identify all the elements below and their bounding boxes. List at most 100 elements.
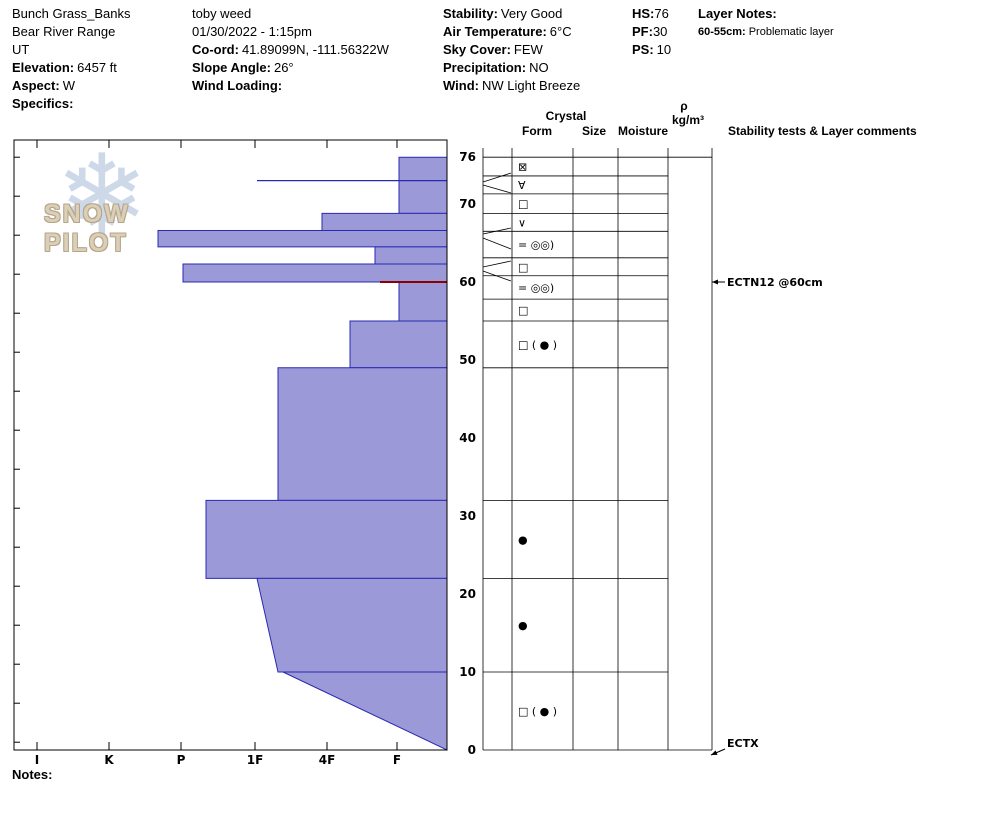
grain-form-symbol: ∨ xyxy=(518,216,526,229)
leader-line xyxy=(482,227,512,235)
snow-layer-bar xyxy=(205,499,448,579)
hardness-axis-label: 4F xyxy=(319,753,336,767)
stability-test-label: ECTX xyxy=(727,737,759,750)
depth-axis-label: 40 xyxy=(459,431,476,445)
hardness-axis-label: F xyxy=(393,753,401,767)
slope-angle-line: Slope Angle: 26° xyxy=(192,59,389,77)
density-unit-header: kg/m³ xyxy=(671,113,705,127)
mountain-range: Bear River Range xyxy=(12,24,116,39)
stability-line: Stability: Very Good xyxy=(443,5,580,23)
depth-axis-label: 60 xyxy=(459,275,476,289)
grain-form-symbol: □ xyxy=(518,198,528,211)
leader-line xyxy=(482,184,512,194)
hardness-axis-label: 1F xyxy=(247,753,264,767)
grain-form-symbol: □ xyxy=(518,261,528,274)
hs-line: HS:76 xyxy=(632,5,671,23)
snow-layer-bar xyxy=(182,263,448,283)
snow-layer-bar xyxy=(256,577,448,673)
moisture-column-header: Moisture xyxy=(617,124,669,138)
stability-label: Stability: xyxy=(443,6,498,21)
hs-label: HS: xyxy=(632,6,655,21)
grain-form-symbol: ● xyxy=(518,619,528,632)
wind-value: NW Light Breeze xyxy=(481,78,581,93)
header-observer-column: toby weed 01/30/2022 - 1:15pm Co-ord: 41.… xyxy=(192,5,389,95)
stability-value: Very Good xyxy=(500,6,563,21)
precipitation-value: NO xyxy=(529,60,549,75)
size-column-header: Size xyxy=(581,124,607,138)
header-conditions-column: Stability: Very Good Air Temperature: 6°C … xyxy=(443,5,580,95)
coordinates-line: Co-ord: 41.89099N, -111.56322W xyxy=(192,41,389,59)
grain-form-symbol: ● xyxy=(518,533,528,546)
hardness-plot-border xyxy=(13,139,448,751)
header-layer-notes-column: Layer Notes: 60-55cm: Problematic layer xyxy=(698,5,834,41)
snow-layer-bar xyxy=(398,156,448,214)
crystal-column-group-header: Crystal xyxy=(545,109,587,123)
ps-value: 10 xyxy=(656,42,672,57)
stability-test-label: ECTN12 @60cm xyxy=(727,276,823,289)
depth-axis-label: 30 xyxy=(459,509,476,523)
header-location-column: Bunch Grass_Banks Bear River Range UT El… xyxy=(12,5,131,113)
grain-form-symbol: □ ( ● ) xyxy=(518,338,557,351)
snow-layer-bar xyxy=(374,246,448,265)
air-temp-line: Air Temperature: 6°C xyxy=(443,23,580,41)
air-temp-value: 6°C xyxy=(549,24,572,39)
watermark-text: SNOW PILOT xyxy=(44,200,130,257)
test-arrow-head xyxy=(712,279,718,285)
leader-line xyxy=(482,270,512,282)
notes-label: Notes: xyxy=(12,767,53,782)
precipitation-label: Precipitation: xyxy=(443,60,527,75)
snow-layer-bar xyxy=(349,320,448,369)
hardness-axis-label: P xyxy=(177,753,186,767)
observation-datetime: 01/30/2022 - 1:15pm xyxy=(192,24,312,39)
observer-name: toby weed xyxy=(192,6,252,21)
form-column-header: Form xyxy=(522,124,552,138)
ps-line: PS: 10 xyxy=(632,41,671,59)
layer-notes-title: Layer Notes: xyxy=(698,5,834,23)
specifics-label: Specifics: xyxy=(12,96,74,111)
grain-form-symbol: = ◎◎) xyxy=(518,281,554,294)
layer-notes-label: Layer Notes: xyxy=(698,6,777,21)
elevation-label: Elevation: xyxy=(12,60,75,75)
aspect-line: Aspect: W xyxy=(12,77,131,95)
grain-form-symbol: □ xyxy=(518,304,528,317)
grain-form-symbol: = ◎◎) xyxy=(518,239,554,252)
snow-layer-bar xyxy=(157,230,448,248)
test-arrow-head xyxy=(711,750,718,755)
depth-axis-label: 10 xyxy=(459,665,476,679)
snow-layer-bar xyxy=(398,281,448,322)
grain-form-symbol: ∀ xyxy=(518,179,526,192)
hardness-axis-label: K xyxy=(104,753,114,767)
snow-layer-bar xyxy=(277,367,448,501)
hs-value: 76 xyxy=(654,6,669,21)
pit-name: Bunch Grass_Banks xyxy=(12,6,131,21)
wind-line: Wind: NW Light Breeze xyxy=(443,77,580,95)
elevation-line: Elevation: 6457 ft xyxy=(12,59,131,77)
wind-label: Wind: xyxy=(443,78,479,93)
layer-note-depth: 60-55cm: xyxy=(698,26,746,38)
grain-form-symbol: □ ( ● ) xyxy=(518,705,557,718)
depth-axis-label: 20 xyxy=(459,587,476,601)
density-symbol-header: ρ xyxy=(680,99,688,113)
precipitation-line: Precipitation: NO xyxy=(443,59,580,77)
slope-angle-label: Slope Angle: xyxy=(192,60,271,75)
stability-tests-column-header: Stability tests & Layer comments xyxy=(728,124,917,138)
snow-layer-bar xyxy=(321,212,448,232)
layer-note-text: Problematic layer xyxy=(748,26,834,38)
pf-value: 30 xyxy=(652,24,668,39)
coordinates-label: Co-ord: xyxy=(192,42,239,57)
pf-line: PF:30 xyxy=(632,23,671,41)
snowflake-icon: ❄ xyxy=(55,131,149,261)
ps-label: PS: xyxy=(632,42,654,57)
sky-cover-line: Sky Cover: FEW xyxy=(443,41,580,59)
layer-note-line: 60-55cm: Problematic layer xyxy=(698,23,834,41)
header-depth-column: HS:76 PF:30 PS: 10 xyxy=(632,5,671,59)
aspect-value: W xyxy=(62,78,75,93)
depth-axis-label: 0 xyxy=(468,743,476,757)
wind-loading-label: Wind Loading: xyxy=(192,78,283,93)
depth-axis-label: 70 xyxy=(459,197,476,211)
snow-layer-bar xyxy=(282,671,448,751)
depth-axis-label: 50 xyxy=(459,353,476,367)
state: UT xyxy=(12,42,30,57)
wind-loading-line: Wind Loading: xyxy=(192,77,389,95)
